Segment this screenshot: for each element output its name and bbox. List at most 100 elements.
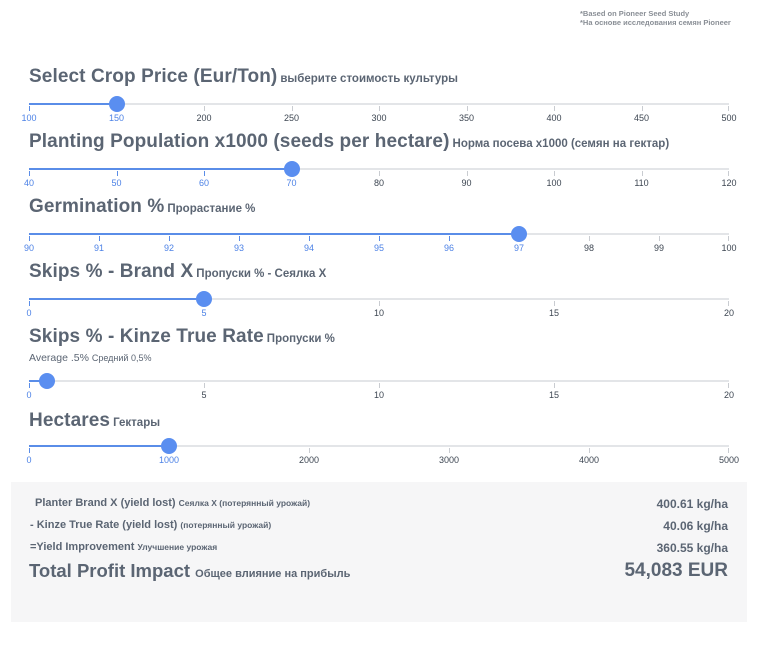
slider-fill: [29, 233, 519, 235]
hectares-slider[interactable]: 0 1000 2000 3000 4000 5000: [26, 436, 739, 465]
slider-tick-label: 5000: [718, 455, 740, 465]
germination-title: Germination % Прорастание %: [29, 196, 256, 217]
slider-tick-label: 15: [548, 390, 560, 400]
skips-kinze-title: Skips % - Kinze True Rate Пропуски %: [29, 326, 335, 347]
result-total-value: 54,083 EUR: [624, 560, 728, 581]
slider-thumb[interactable]: [108, 96, 125, 112]
slider-tick-label: 0: [26, 455, 32, 465]
slider-tick-label: 500: [721, 113, 737, 123]
slider-tick: [728, 301, 729, 306]
slider-tick-label: 1000: [158, 455, 180, 465]
slider-tick-label: 5: [201, 390, 207, 400]
source-note-en: *Based on Pioneer Seed Study: [580, 9, 690, 18]
source-note-ru: *На основе исследования семян Pioneer: [580, 18, 731, 27]
slider-tick: [29, 383, 30, 388]
slider-tick: [554, 171, 555, 176]
slider-tick-label: 93: [233, 243, 245, 253]
slider-tick: [728, 171, 729, 176]
result-kinze-label-ru: (потерянный урожай): [180, 520, 272, 530]
slider-tick-label: 40: [23, 178, 35, 188]
slider-tick: [379, 106, 380, 111]
slider-tick-label: 0: [26, 390, 32, 400]
slider-tick-label: 2000: [298, 455, 320, 465]
slider-tick-label: 4000: [578, 455, 600, 465]
slider-tick-label: 3000: [438, 455, 460, 465]
slider-tick: [291, 106, 293, 111]
slider-tick-label: 15: [548, 308, 560, 318]
slider-thumb[interactable]: [283, 161, 300, 177]
slider-tick-label: 250: [283, 113, 300, 123]
slider-tick: [466, 171, 468, 176]
slider-tick: [659, 236, 660, 241]
slider-tick: [728, 448, 729, 453]
slider-tick: [379, 171, 380, 176]
slider-track[interactable]: [29, 445, 729, 447]
slider-thumb[interactable]: [196, 291, 212, 307]
planting-population-slider[interactable]: 40 50 60 70 80 90 100 110 120: [24, 159, 737, 188]
slider-fill: [29, 445, 169, 447]
result-kinze-value: 40.06 kg/ha: [663, 519, 728, 533]
slider-tick: [728, 106, 729, 111]
slider-tick-label: 350: [458, 113, 475, 123]
slider-tick: [379, 383, 380, 388]
slider-tick-label: 99: [653, 243, 665, 253]
result-total-label-ru: Общее влияние на прибыль: [195, 568, 351, 580]
skips-brand-x-title: Skips % - Brand X Пропуски % - Сеялка X: [29, 261, 327, 282]
slider-track[interactable]: [29, 168, 729, 170]
slider-tick: [449, 236, 450, 241]
slider-tick: [204, 171, 205, 176]
slider-thumb[interactable]: [511, 226, 527, 242]
source-note: *Based on Pioneer Seed Study *На основе …: [580, 9, 731, 27]
slider-tick-label: 90: [23, 243, 35, 253]
slider-tick: [309, 236, 310, 241]
germination-slider[interactable]: 90 91 92 93 94 95 96 97 98 99 100: [24, 224, 737, 253]
slider-tick-label: 100: [546, 178, 562, 188]
slider-tick-label: 5: [201, 308, 207, 318]
slider-thumb[interactable]: [161, 438, 177, 454]
slider-tick: [554, 383, 555, 388]
skips-brand-x-slider[interactable]: 0 5 10 15 20: [26, 289, 734, 318]
slider-tick: [309, 448, 310, 453]
slider-tick-label: 96: [443, 243, 455, 253]
slider-tick-label: 300: [371, 113, 387, 123]
slider-fill: [29, 380, 47, 382]
crop-price-slider[interactable]: 100 150 200 250 300 350 400 450 500: [21, 94, 737, 123]
slider-tick-label: 90: [461, 178, 472, 188]
slider-tick: [589, 448, 590, 453]
skips-kinze-slider[interactable]: 0 5 10 15 20: [26, 371, 734, 400]
slider-tick-label: 10: [373, 390, 385, 400]
slider-tick-label: 60: [198, 178, 210, 188]
slider-tick-label: 200: [196, 113, 212, 123]
skips-kinze-subtitle: Average .5% Средний 0,5%: [29, 352, 152, 364]
slider-track[interactable]: [29, 298, 729, 300]
results-panel: Planter Brand X (yield lost) Сеялка X (п…: [11, 482, 747, 622]
slider-tick: [239, 236, 240, 241]
slider-tick: [99, 236, 100, 241]
slider-tick: [204, 383, 205, 388]
result-improvement-label-ru: Улучшение урожая: [137, 542, 218, 552]
slider-tick-label: 50: [111, 178, 122, 188]
slider-tick: [589, 236, 590, 241]
slider-tick-label: 95: [373, 243, 385, 253]
slider-tick-label: 100: [721, 243, 737, 253]
slider-tick: [728, 383, 729, 388]
slider-tick: [29, 171, 30, 176]
slider-tick-label: 91: [93, 243, 105, 253]
slider-tick-label: 20: [723, 390, 735, 400]
planting-population-title: Planting Population x1000 (seeds per hec…: [29, 131, 670, 152]
slider-tick: [379, 301, 380, 306]
slider-tick-label: 20: [723, 308, 735, 318]
slider-tick: [29, 106, 30, 111]
result-brand-x-value: 400.61 kg/ha: [656, 497, 728, 511]
slider-track[interactable]: [29, 380, 729, 382]
slider-tick: [466, 106, 468, 111]
slider-track[interactable]: [29, 103, 729, 105]
slider-tick-label: 98: [583, 243, 595, 253]
slider-tick-label: 110: [634, 178, 649, 188]
slider-tick-label: 80: [373, 178, 385, 188]
slider-tick: [116, 171, 118, 176]
slider-tick-label: 100: [21, 113, 37, 123]
crop-price-title: Select Crop Price (Eur/Ton) выберите стои…: [29, 66, 458, 87]
slider-thumb[interactable]: [38, 373, 55, 389]
result-kinze-label: - Kinze True Rate (yield lost): [30, 519, 178, 531]
